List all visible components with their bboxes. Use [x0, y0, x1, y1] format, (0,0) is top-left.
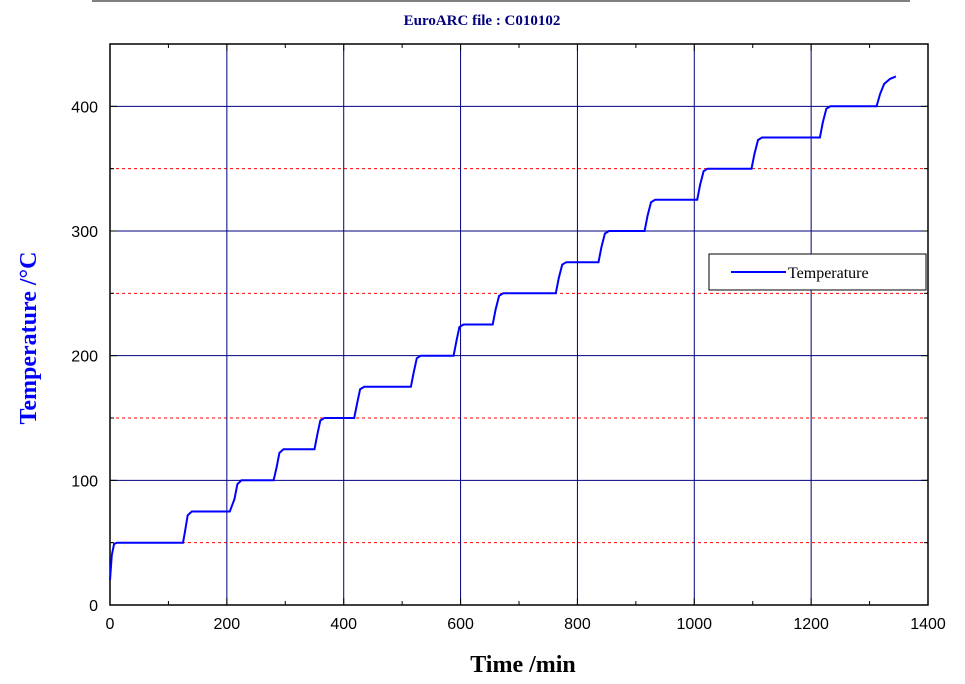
plot-frame	[109, 43, 929, 606]
y-axis-label: Temperature /°C	[16, 252, 42, 425]
x-tick-label: 1400	[910, 616, 946, 633]
major-grid	[110, 44, 928, 605]
x-tick-label: 600	[447, 616, 474, 633]
chart-title: EuroARC file : C010102	[404, 13, 561, 29]
y-tick-label: 300	[71, 224, 98, 241]
x-tick-label: 1000	[676, 616, 712, 633]
y-tick-labels: 0 100 200 300 400	[71, 99, 98, 615]
y-tick-label: 200	[71, 349, 98, 366]
y-tick-label: 100	[71, 473, 98, 490]
x-tick-labels: 0 200 400 600 800 1000 1200 1400	[106, 616, 946, 633]
x-axis-label: Time /min	[470, 652, 576, 678]
x-tick-label: 800	[564, 616, 591, 633]
series-line-temperature	[109, 75, 897, 581]
legend-label-temperature: Temperature	[788, 265, 869, 282]
legend: Temperature	[708, 253, 927, 291]
x-tick-label: 400	[330, 616, 357, 633]
x-tick-label: 1200	[793, 616, 829, 633]
y-tick-label: 400	[71, 99, 98, 116]
axis-ticks	[109, 44, 929, 606]
y-tick-label: 0	[89, 598, 98, 615]
x-tick-label: 0	[106, 616, 115, 633]
x-tick-label: 200	[214, 616, 241, 633]
